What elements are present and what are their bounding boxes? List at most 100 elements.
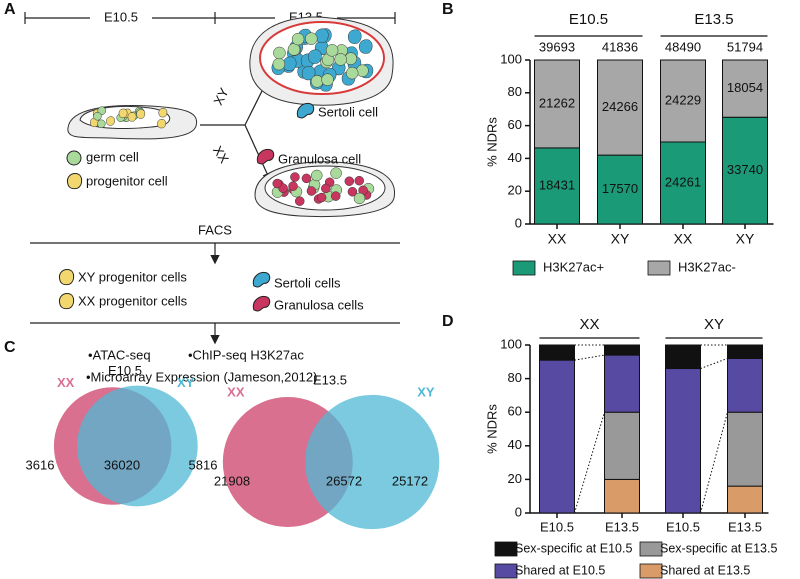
granulosa-icon (256, 148, 275, 165)
bar-segment (597, 59, 643, 156)
segment-label: 24266 (602, 99, 638, 114)
granulosa-cell (330, 191, 341, 201)
x-tick-label: E13.5 (728, 519, 762, 534)
y-tick-label: 20 (508, 471, 522, 486)
bar-segment (539, 359, 575, 514)
group-label: XX (579, 316, 599, 333)
total-label: 51794 (727, 39, 763, 54)
legend-swatch (512, 260, 536, 276)
bar-segment (597, 154, 643, 225)
sertoli-cell (347, 29, 362, 44)
connector (574, 354, 605, 361)
panel-label: A (4, 1, 16, 18)
granulosa-cell (354, 175, 364, 186)
bar-segment (722, 116, 768, 225)
bar-segment (727, 344, 763, 359)
y-tick-label: 80 (508, 370, 522, 385)
key-label: progenitor cell (86, 173, 168, 188)
bar-segment (727, 411, 763, 487)
arrows (30, 72, 400, 345)
venn-set-label: XY (417, 384, 435, 399)
venn-set-label: XX (227, 384, 245, 399)
progenitor-icon (66, 173, 83, 190)
y-tick-label: 100 (500, 336, 522, 351)
progenitor-cell (136, 109, 146, 119)
legend-label: Sex-specific at E10.5 (515, 541, 632, 555)
germ-cell (356, 64, 369, 77)
stage-label: E10.5 (104, 9, 138, 24)
total-label: 39693 (539, 39, 575, 54)
segment-label: 18431 (539, 177, 575, 192)
bar-segment (539, 344, 575, 361)
progenitor-cell (118, 108, 128, 118)
germ-cell (273, 46, 286, 60)
granulosa-cell (288, 181, 298, 191)
legend-swatch (639, 541, 663, 557)
germ-cell (325, 44, 339, 57)
granulosa-cell (321, 183, 331, 194)
germ-cell (97, 119, 106, 129)
progenitor-icon (58, 269, 75, 286)
y-tick-label: 60 (508, 117, 522, 132)
legend-label: Shared at E10.5 (515, 563, 605, 577)
x-tick-label: XX (674, 231, 693, 247)
sorted-label: XX progenitor cells (78, 293, 188, 308)
venn-count: 36020 (104, 457, 140, 472)
granulosa-icon (252, 295, 271, 312)
total-label: 48490 (665, 39, 701, 54)
cells (90, 106, 168, 129)
venn-count: 25172 (392, 473, 428, 488)
group-label: E10.5 (569, 11, 608, 28)
germ-cell (345, 66, 359, 80)
granulosa-cell (344, 176, 355, 186)
germ-cell (334, 53, 347, 66)
y-tick-label: 0 (515, 504, 522, 519)
progenitor-cell (158, 108, 168, 118)
panel-label: C (4, 339, 16, 356)
y-tick-label: 20 (508, 183, 522, 198)
segment-label: 24261 (665, 174, 701, 189)
segment-label: 18054 (727, 80, 763, 95)
key-label: germ cell (86, 149, 139, 164)
bar-segment (604, 478, 640, 514)
timeline (24, 12, 396, 24)
legend-label: Shared at E13.5 (660, 563, 750, 577)
progenitor-cell (106, 116, 115, 126)
bar-segment (660, 141, 706, 225)
progenitor-cell (127, 112, 137, 122)
venn-count: 21908 (214, 473, 250, 488)
x-tick-label: XX (548, 231, 567, 247)
germ-icon (66, 150, 82, 166)
germ-cell (311, 169, 323, 182)
bar-segment (534, 147, 580, 225)
venn-count: 3616 (26, 457, 55, 472)
y-axis-title: % NDRs (484, 117, 499, 167)
total-label: 41836 (602, 39, 638, 54)
granulosa-cell (306, 186, 317, 196)
venn-set (305, 394, 440, 530)
panel-label: D (442, 313, 454, 330)
granulosa-cell (272, 178, 282, 189)
sertoli-icon (296, 102, 315, 119)
germ-cell (310, 75, 324, 88)
germ-cell (305, 32, 318, 45)
x-tick-label: XY (611, 231, 630, 247)
venn-set-label: XY (177, 375, 195, 390)
y-tick-label: 60 (508, 404, 522, 419)
sorted-label: XY progenitor cells (78, 269, 187, 284)
sertoli-icon (252, 271, 271, 288)
y-tick-label: 40 (508, 150, 522, 165)
germ-cell (291, 32, 305, 46)
germ-cell (93, 111, 102, 121)
bar-segment (604, 344, 640, 356)
venn-title: E10.5 (108, 363, 142, 378)
cell-label: Sertoli cell (318, 104, 378, 119)
bar-segment (665, 344, 701, 370)
branch-label: XY (210, 85, 232, 108)
step-label: FACS (198, 222, 232, 237)
segment-label: 17570 (602, 181, 638, 196)
bar-segment (604, 354, 640, 413)
legend-swatch (639, 563, 663, 579)
assay: •Microarray Expression (Jameson,2012) (86, 369, 317, 384)
